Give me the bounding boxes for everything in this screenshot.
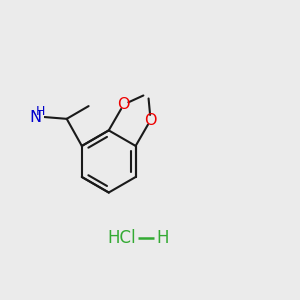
Text: H: H: [157, 229, 169, 247]
Text: N: N: [29, 110, 42, 125]
Text: O: O: [117, 97, 130, 112]
Text: O: O: [144, 112, 157, 128]
Text: HCl: HCl: [107, 229, 136, 247]
Text: H: H: [36, 105, 45, 118]
